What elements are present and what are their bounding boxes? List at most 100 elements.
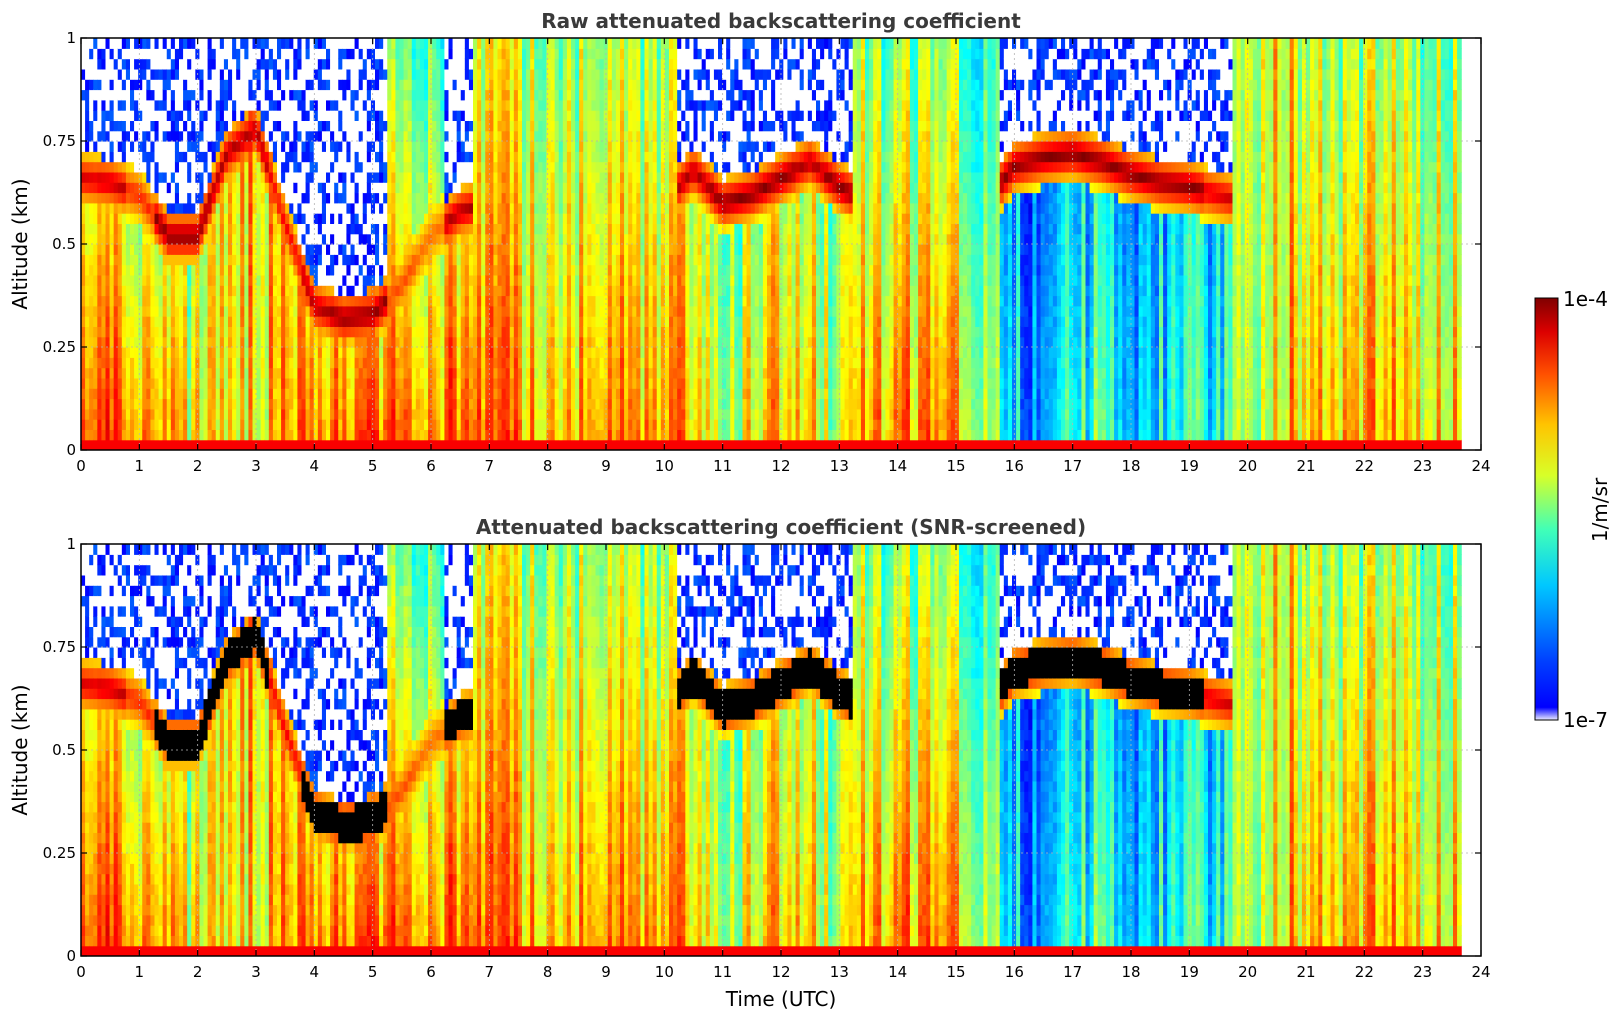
heatmap-cell xyxy=(305,79,311,91)
heatmap-cell xyxy=(542,357,548,369)
heatmap-cell xyxy=(493,233,499,245)
heatmap-cell xyxy=(505,223,511,235)
heatmap-cell xyxy=(97,274,103,286)
heatmap-cell xyxy=(448,141,454,152)
heatmap-cell xyxy=(277,305,282,317)
heatmap-cell xyxy=(211,439,217,450)
heatmap-cell xyxy=(342,192,348,204)
heatmap-cell xyxy=(93,213,98,224)
heatmap-cell xyxy=(579,130,584,142)
heatmap-cell xyxy=(587,388,593,400)
heatmap-cell xyxy=(138,274,143,286)
heatmap-cell xyxy=(170,89,176,101)
heatmap-cell xyxy=(460,68,466,80)
heatmap-cell xyxy=(158,182,164,194)
heatmap-cell xyxy=(411,38,417,49)
heatmap-cell xyxy=(493,213,499,224)
heatmap-cell xyxy=(370,192,376,204)
heatmap-cell xyxy=(579,285,584,297)
heatmap-cell xyxy=(440,120,446,132)
heatmap-cell xyxy=(387,326,392,338)
heatmap-cell xyxy=(199,192,205,204)
heatmap-cell xyxy=(121,141,127,152)
heatmap-cell xyxy=(252,68,258,80)
heatmap-cell xyxy=(350,110,356,121)
heatmap-cell xyxy=(223,58,229,70)
heatmap-cell xyxy=(517,367,523,379)
heatmap-cell xyxy=(326,233,331,245)
heatmap-cell xyxy=(403,285,409,297)
heatmap-cell xyxy=(448,233,454,245)
heatmap-cell xyxy=(101,48,107,60)
heatmap-cell xyxy=(219,357,225,369)
heatmap-cell xyxy=(432,182,437,194)
heatmap-cell xyxy=(375,367,380,379)
heatmap-cell xyxy=(362,161,368,173)
heatmap-cell xyxy=(158,367,164,379)
heatmap-cell xyxy=(522,223,527,235)
heatmap-cell xyxy=(370,120,376,132)
heatmap-cell xyxy=(464,295,470,307)
heatmap-cell xyxy=(562,182,568,194)
heatmap-cell xyxy=(191,171,196,183)
heatmap-cell xyxy=(566,295,572,307)
heatmap-cell xyxy=(285,223,290,235)
heatmap-cell xyxy=(485,326,490,338)
heatmap-cell xyxy=(215,58,221,70)
heatmap-cell xyxy=(268,151,274,163)
heatmap-cell xyxy=(493,110,499,121)
heatmap-cell xyxy=(473,58,478,70)
heatmap-cell xyxy=(383,388,388,400)
heatmap-cell xyxy=(232,377,237,389)
heatmap-cell xyxy=(477,58,482,70)
heatmap-cell xyxy=(526,213,531,224)
heatmap-cell xyxy=(468,295,474,307)
heatmap-cell xyxy=(509,264,515,276)
heatmap-cell xyxy=(293,347,299,358)
heatmap-cell xyxy=(575,99,580,111)
heatmap-cell xyxy=(562,233,568,245)
heatmap-cell xyxy=(85,38,90,49)
heatmap-cell xyxy=(264,254,270,266)
heatmap-cell xyxy=(379,398,384,410)
heatmap-cell xyxy=(105,110,111,121)
heatmap-cell xyxy=(170,120,176,132)
heatmap-cell xyxy=(317,264,323,276)
heatmap-cell xyxy=(411,202,417,214)
heatmap-cell xyxy=(93,89,98,101)
heatmap-cell xyxy=(150,120,156,132)
heatmap-cell xyxy=(277,151,282,163)
heatmap-cell xyxy=(526,161,531,173)
heatmap-cell xyxy=(428,58,433,70)
heatmap-cell xyxy=(330,141,335,152)
heatmap-cell xyxy=(358,99,364,111)
heatmap-cell xyxy=(419,58,425,70)
heatmap-cell xyxy=(97,110,103,121)
heatmap-cell xyxy=(542,151,548,163)
heatmap-cell xyxy=(293,305,299,317)
heatmap-cell xyxy=(109,202,115,214)
heatmap-cell xyxy=(166,223,172,235)
heatmap-cell xyxy=(383,68,388,80)
heatmap-cell xyxy=(391,295,397,307)
heatmap-cell xyxy=(562,285,568,297)
heatmap-cell xyxy=(571,316,576,327)
heatmap-cell xyxy=(477,295,482,307)
heatmap-cell xyxy=(505,419,511,430)
heatmap-cell xyxy=(281,274,286,286)
heatmap-cell xyxy=(244,295,250,307)
heatmap-cell xyxy=(383,244,388,255)
heatmap-cell xyxy=(191,274,196,286)
heatmap-cell xyxy=(244,48,250,60)
heatmap-cell xyxy=(195,295,201,307)
heatmap-cell xyxy=(505,316,511,327)
heatmap-cell xyxy=(530,274,535,286)
heatmap-cell xyxy=(121,171,127,183)
heatmap-cell xyxy=(554,99,560,111)
heatmap-cell xyxy=(415,161,421,173)
heatmap-cell xyxy=(464,264,470,276)
heatmap-cell xyxy=(228,192,233,204)
heatmap-cell xyxy=(375,274,380,286)
heatmap-cell xyxy=(130,419,135,430)
heatmap-cell xyxy=(399,254,405,266)
